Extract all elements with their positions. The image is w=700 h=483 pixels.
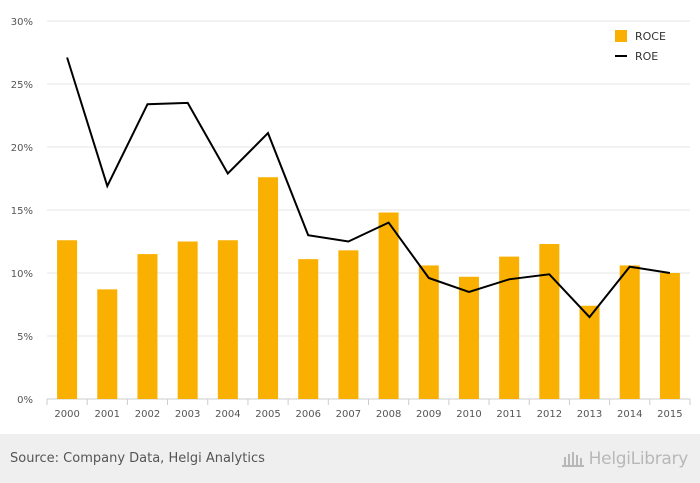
source-text: Source: Company Data, Helgi Analytics <box>10 451 265 466</box>
x-tick-label: 2000 <box>54 409 79 420</box>
bar-roce-2004 <box>217 240 238 399</box>
bar-roce-2006 <box>298 259 319 399</box>
x-tick-label: 2003 <box>175 409 200 420</box>
x-tick-label: 2009 <box>416 409 441 420</box>
x-tick-label: 2001 <box>95 409 120 420</box>
x-tick-label: 2014 <box>617 409 642 420</box>
y-tick-label: 15% <box>11 206 33 217</box>
bar-roce-2008 <box>378 212 399 399</box>
bar-roce-2001 <box>97 289 118 399</box>
x-tick-label: 2008 <box>376 409 401 420</box>
bar-roce-2005 <box>258 177 279 399</box>
bar-roce-2015 <box>659 273 680 399</box>
x-tick-label: 2015 <box>657 409 682 420</box>
x-tick-label: 2012 <box>537 409 562 420</box>
bar-roce-2014 <box>619 265 640 399</box>
bar-roce-2010 <box>458 276 479 399</box>
x-tick-label: 2004 <box>215 409 240 420</box>
line-roe <box>66 57 671 319</box>
bar-roce-2009 <box>418 265 439 399</box>
bar-roce-2012 <box>539 244 560 399</box>
chart: 0% 5% 10% 15% 20% 25% 30% 2000 2001 2002 2003 2004… <box>11 17 691 420</box>
y-tick-label: 0% <box>17 395 33 406</box>
brand-logo: HelgiLibrary <box>561 449 688 469</box>
y-axis: 0% 5% 10% 15% 20% 25% 30% <box>11 17 33 406</box>
legend: ROCE ROE <box>615 30 666 63</box>
legend-swatch-roce <box>615 30 627 42</box>
legend-label-roce: ROCE <box>635 30 666 43</box>
library-building-icon <box>561 452 584 467</box>
y-tick-label: 25% <box>11 80 33 91</box>
bar-roce-2000 <box>57 240 78 399</box>
y-tick-label: 30% <box>11 17 33 28</box>
bar-roce-2003 <box>177 241 198 399</box>
bar-roce-2002 <box>137 254 158 399</box>
x-tick-label: 2002 <box>135 409 160 420</box>
roe-line-series <box>66 57 671 319</box>
x-axis: 2000 2001 2002 2003 2004 2005 2006 2007 2008 2009… <box>46 399 691 420</box>
bar-roce-2013 <box>579 305 600 399</box>
brand-name: HelgiLibrary <box>588 449 689 469</box>
x-tick-label: 2013 <box>577 409 602 420</box>
x-tick-label: 2006 <box>295 409 320 420</box>
x-tick-label: 2011 <box>496 409 521 420</box>
footer: Source: Company Data, Helgi Analytics He… <box>0 434 700 483</box>
y-tick-label: 10% <box>11 269 33 280</box>
x-tick-label: 2005 <box>255 409 280 420</box>
x-tick-label: 2007 <box>336 409 361 420</box>
bar-roce-2011 <box>499 256 520 399</box>
bar-roce-2007 <box>338 250 359 399</box>
legend-label-roe: ROE <box>635 50 658 63</box>
roce-bars <box>57 177 680 399</box>
y-tick-label: 5% <box>17 332 33 343</box>
y-tick-label: 20% <box>11 143 33 154</box>
x-tick-label: 2010 <box>456 409 481 420</box>
